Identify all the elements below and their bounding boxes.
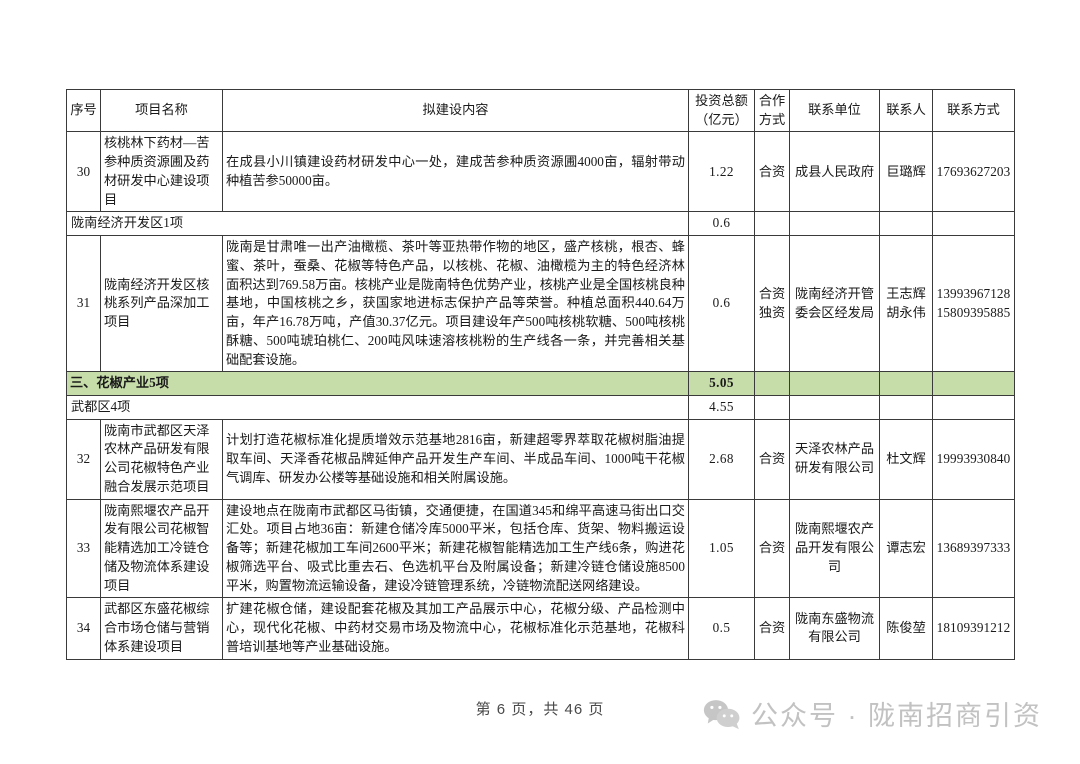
cell-mode: 合资 <box>754 418 790 500</box>
cell-seq: 30 <box>66 131 101 213</box>
column-header-seq: 序号 <box>66 88 101 133</box>
cell-content: 陇南是甘肃唯一出产油橄榄、茶叶等亚热带作物的地区，盛产核桃，根杏、蜂蜜、茶叶，蚕… <box>222 235 689 373</box>
cell-contact: 13993967128 15809395885 <box>932 235 1015 373</box>
cell-person <box>879 211 933 237</box>
column-header-investment-line1: 投资总额 <box>695 93 748 108</box>
cell-mode: 合资 <box>754 597 790 660</box>
watermark-text: 公众号 · 陇南招商引资 <box>751 701 1042 731</box>
table-row: 30 核桃林下药材—苦参种质资源圃及药材研发中心建设项目 在成县小川镇建设药材研发中… <box>66 131 1015 213</box>
cell-unit: 陇南经济开管 委会区经发局 <box>789 235 880 373</box>
cell-amount: 2.68 <box>688 418 755 500</box>
cell-mode <box>754 211 790 237</box>
column-header-mode-line1: 合作 <box>758 93 786 108</box>
cell-unit <box>789 211 880 237</box>
page-number-label: 第 6 页，共 46 页 <box>475 701 605 718</box>
cell-unit: 陇南熙堰农产 品开发有限公司 <box>789 498 880 599</box>
cell-project-name: 武都区东盛花椒综合市场仓储与营销体系建设项目 <box>100 597 223 660</box>
cell-mode <box>754 395 790 420</box>
cell-mode: 合资 独资 <box>754 235 790 373</box>
cell-project-name: 核桃林下药材—苦参种质资源圃及药材研发中心建设项目 <box>100 131 223 213</box>
cell-amount: 5.05 <box>688 371 755 397</box>
project-table: 序号 项目名称 拟建设内容 投资总额 （亿元） 合作 方式 联系单位 联系人 联… <box>66 88 1015 660</box>
cell-seq: 32 <box>66 418 101 500</box>
cell-contact <box>932 211 1015 237</box>
cell-contact: 17693627203 <box>932 131 1015 213</box>
cell-content: 在成县小川镇建设药材研发中心一处，建成苦参种质资源圃4000亩，辐射带动种植苦参… <box>222 131 689 213</box>
cell-unit <box>789 371 880 397</box>
cell-unit: 陇南东盛物流 有限公司 <box>789 597 880 660</box>
cell-contact: 13689397333 <box>932 498 1015 599</box>
cell-mode <box>754 371 790 397</box>
cell-contact <box>932 395 1015 420</box>
cell-person <box>879 395 933 420</box>
table-header: 序号 项目名称 拟建设内容 投资总额 （亿元） 合作 方式 联系单位 联系人 联… <box>66 88 1015 133</box>
cell-project-name: 陇南熙堰农产品开发有限公司花椒智能精选加工冷链仓储及物流体系建设项目 <box>100 498 223 599</box>
cell-amount: 0.6 <box>688 211 755 237</box>
cell-seq: 33 <box>66 498 101 599</box>
cell-amount: 0.6 <box>688 235 755 373</box>
table-group-row: 武都区4项 4.55 <box>66 395 1015 420</box>
project-table-container: 序号 项目名称 拟建设内容 投资总额 （亿元） 合作 方式 联系单位 联系人 联… <box>66 88 1015 660</box>
table-row: 31 陇南经济开发区核桃系列产品深加工项目 陇南是甘肃唯一出产油橄榄、茶叶等亚热带作… <box>66 235 1015 373</box>
table-row: 34 武都区东盛花椒综合市场仓储与营销体系建设项目 扩建花椒仓储，建设配套花椒及其加… <box>66 597 1015 660</box>
table-body: 30 核桃林下药材—苦参种质资源圃及药材研发中心建设项目 在成县小川镇建设药材研发中… <box>66 131 1015 660</box>
cell-contact <box>932 371 1015 397</box>
column-header-project-name: 项目名称 <box>100 88 223 133</box>
column-header-content: 拟建设内容 <box>222 88 689 133</box>
cell-seq: 34 <box>66 597 101 660</box>
cell-person: 陈俊堃 <box>879 597 933 660</box>
cell-project-name: 陇南市武都区天泽农林产品研发有限公司花椒特色产业融合发展示范项目 <box>100 418 223 500</box>
column-header-mode-line2: 方式 <box>758 111 786 127</box>
column-header-contact-method: 联系方式 <box>932 88 1015 133</box>
cell-unit: 天泽农林产品 研发有限公司 <box>789 418 880 500</box>
cell-person: 巨璐辉 <box>879 131 933 213</box>
cell-mode: 合资 <box>754 131 790 213</box>
table-group-row: 陇南经济开发区1项 0.6 <box>66 211 1015 237</box>
watermark: 公众号 · 陇南招商引资 <box>703 694 1042 733</box>
table-row: 33 陇南熙堰农产品开发有限公司花椒智能精选加工冷链仓储及物流体系建设项目 建设地点… <box>66 498 1015 599</box>
cell-person <box>879 371 933 397</box>
column-header-contact-unit: 联系单位 <box>789 88 880 133</box>
column-header-investment-line2: （亿元） <box>695 111 748 127</box>
column-header-investment-amount: 投资总额 （亿元） <box>688 88 755 133</box>
table-row: 32 陇南市武都区天泽农林产品研发有限公司花椒特色产业融合发展示范项目 计划打造花椒… <box>66 418 1015 500</box>
cell-amount: 1.05 <box>688 498 755 599</box>
cell-unit <box>789 395 880 420</box>
cell-content: 扩建花椒仓储，建设配套花椒及其加工产品展示中心，花椒分级、产品检测中心，现代化花… <box>222 597 689 660</box>
cell-person: 杜文辉 <box>879 418 933 500</box>
cell-seq: 31 <box>66 235 101 373</box>
column-header-cooperation-mode: 合作 方式 <box>754 88 790 133</box>
cell-contact: 18109391212 <box>932 597 1015 660</box>
column-header-contact-person: 联系人 <box>879 88 933 133</box>
wechat-icon <box>703 698 741 730</box>
table-header-row: 序号 项目名称 拟建设内容 投资总额 （亿元） 合作 方式 联系单位 联系人 联… <box>66 88 1015 133</box>
cell-person: 谭志宏 <box>879 498 933 599</box>
cell-unit: 成县人民政府 <box>789 131 880 213</box>
cell-group-title: 三、花椒产业5项 <box>66 371 689 397</box>
cell-mode: 合资 <box>754 498 790 599</box>
cell-person: 王志辉 胡永伟 <box>879 235 933 373</box>
table-section-row: 三、花椒产业5项 5.05 <box>66 371 1015 397</box>
cell-amount: 4.55 <box>688 395 755 420</box>
cell-project-name: 陇南经济开发区核桃系列产品深加工项目 <box>100 235 223 373</box>
cell-group-title: 武都区4项 <box>66 395 689 420</box>
cell-contact: 19993930840 <box>932 418 1015 500</box>
cell-content: 建设地点在陇南市武都区马街镇，交通便捷，在国道345和绵平高速马街出口交汇处。项… <box>222 498 689 599</box>
cell-amount: 0.5 <box>688 597 755 660</box>
page-footer: 第 6 页，共 46 页 <box>0 698 1080 719</box>
cell-group-title: 陇南经济开发区1项 <box>66 211 689 237</box>
cell-amount: 1.22 <box>688 131 755 213</box>
cell-content: 计划打造花椒标准化提质增效示范基地2816亩，新建超零界萃取花椒树脂油提取车间、… <box>222 418 689 500</box>
